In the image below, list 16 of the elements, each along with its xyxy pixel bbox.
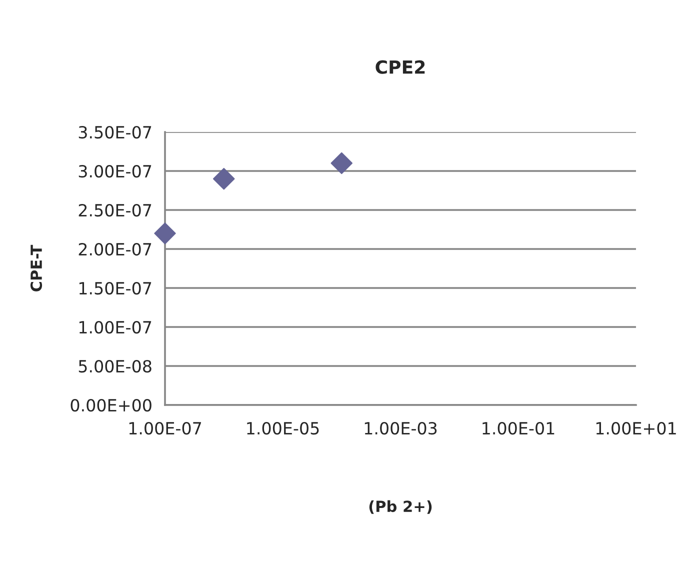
y-tick-label: 2.00E-07 bbox=[78, 242, 152, 256]
x-tick-label: 1.00E-05 bbox=[247, 422, 319, 435]
y-tick-label: 2.50E-07 bbox=[78, 204, 152, 217]
x-axis-title: (Pb 2+) bbox=[369, 500, 432, 514]
y-tick-label: 3.00E-07 bbox=[78, 164, 152, 178]
x-tick-label: 1.00E-03 bbox=[364, 422, 437, 435]
y-tick-label: 5.00E-08 bbox=[78, 360, 152, 373]
y-tick-label: 3.50E-07 bbox=[78, 126, 152, 139]
x-tick-label: 1.00E-01 bbox=[482, 422, 554, 435]
y-axis-title: CPE-T bbox=[30, 244, 42, 292]
chart-title: CPE2 bbox=[376, 60, 425, 74]
x-tick-label: 1.00E-07 bbox=[129, 422, 202, 435]
x-tick-label: 1.00E+01 bbox=[596, 422, 676, 435]
y-tick-label: 0.00E+00 bbox=[70, 398, 152, 412]
y-tick-label: 1.00E-07 bbox=[79, 320, 152, 334]
y-tick-label: 1.50E-07 bbox=[79, 282, 152, 295]
